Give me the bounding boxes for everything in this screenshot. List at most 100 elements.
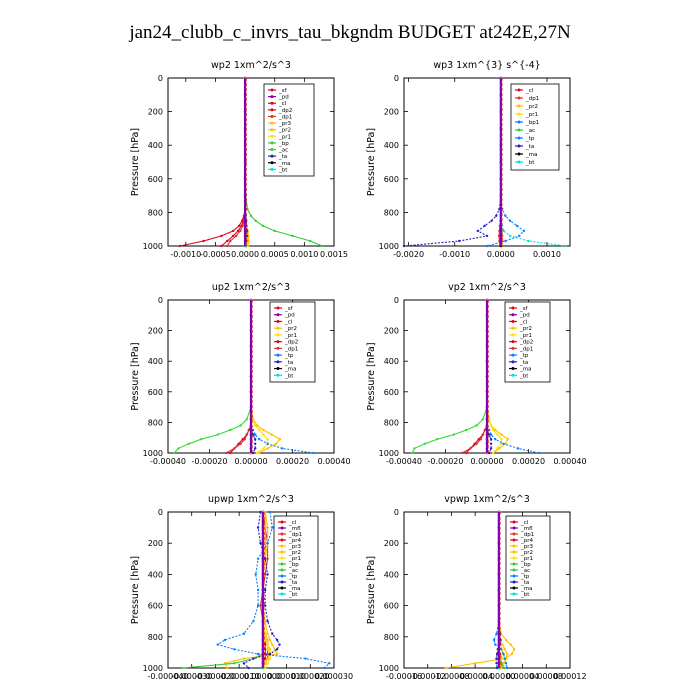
series-point: [229, 428, 232, 432]
legend-marker: [270, 134, 274, 138]
series-point: [226, 666, 229, 670]
y-tick-label: 1000: [379, 242, 399, 251]
series-point: [268, 652, 272, 656]
legend-marker: [276, 326, 280, 330]
series-point: [492, 638, 496, 642]
series-line: [173, 300, 252, 454]
series-point: [497, 234, 501, 238]
panel-title: vpwp 1xm^2/s^3: [444, 494, 530, 505]
y-tick-label: 200: [384, 327, 399, 336]
series-point: [200, 438, 203, 441]
series-point: [259, 542, 262, 545]
y-tick-label: 400: [148, 141, 163, 150]
series-point: [504, 638, 508, 642]
legend-marker: [512, 532, 516, 536]
series-line: [403, 78, 502, 247]
y-tick-label: 0: [158, 74, 163, 83]
legend-label: _cl: [520, 520, 529, 526]
series-point: [266, 557, 269, 560]
series-point: [268, 638, 272, 642]
legend-label: _mfl: [288, 526, 301, 532]
legend-marker: [280, 592, 284, 596]
series-point: [504, 214, 507, 217]
legend-marker: [517, 104, 521, 108]
series-point: [500, 648, 503, 651]
legend-label: _bt: [288, 592, 298, 598]
legend-marker: [512, 562, 516, 566]
series-point: [247, 666, 250, 670]
legend-marker: [276, 346, 280, 350]
series-point: [500, 438, 503, 441]
legend-label: _pr2: [284, 326, 297, 332]
series-point: [320, 244, 324, 248]
x-tick-label: -0.000010: [219, 672, 260, 681]
legend-marker: [517, 128, 521, 132]
legend-label: _sf: [284, 306, 294, 312]
y-tick-label: 0: [394, 296, 399, 305]
legend-marker: [512, 574, 516, 578]
series-point: [242, 662, 246, 665]
series-point: [268, 657, 272, 660]
series-point: [229, 239, 232, 243]
legend-marker: [511, 346, 515, 350]
legend-marker: [280, 544, 284, 548]
legend-label: _cl: [284, 319, 293, 325]
series-point: [490, 219, 493, 222]
legend-label: _ac: [520, 568, 530, 574]
series-point: [233, 648, 236, 651]
series-point: [226, 244, 229, 248]
x-tick-label: 0.00012: [553, 672, 586, 681]
legend-label: _mfl: [520, 526, 533, 532]
series-point: [495, 666, 499, 670]
y-tick-label: 600: [384, 175, 399, 184]
y-axis-label: Pressure [hPa]: [366, 342, 377, 410]
series-point: [259, 604, 262, 607]
legend-label: _cl: [288, 520, 297, 526]
legend-label: _ta: [525, 144, 534, 150]
series-point: [256, 557, 260, 560]
series-point: [402, 244, 406, 248]
legend-label: _ma: [288, 586, 300, 592]
x-tick-label: -0.00040: [386, 457, 422, 466]
series-point: [178, 244, 182, 248]
legend-marker: [511, 333, 515, 337]
series-point: [264, 620, 267, 623]
series-point: [444, 666, 447, 670]
legend-label: _dp2: [519, 340, 533, 346]
legend-label: _ma: [519, 367, 531, 373]
y-tick-label: 600: [384, 388, 399, 397]
legend-label: _cl: [525, 88, 534, 94]
legend-marker: [512, 586, 516, 590]
series-point: [220, 234, 223, 238]
series-point: [504, 239, 507, 243]
legend-label: _ta: [284, 360, 293, 366]
series-point: [500, 666, 503, 670]
legend-label: _dp1: [525, 96, 539, 102]
series-point: [235, 234, 238, 238]
series-point: [502, 229, 505, 233]
series-point: [264, 573, 267, 576]
x-tick-label: 0.00020: [276, 457, 309, 466]
y-axis-label: Pressure [hPa]: [366, 128, 377, 196]
x-tick-label: 0.0010: [290, 250, 318, 259]
x-tick-label: -0.00020: [428, 457, 464, 466]
series-point: [245, 418, 248, 421]
legend-marker: [511, 313, 515, 317]
series-point: [224, 451, 228, 455]
legend-marker: [512, 580, 516, 584]
legend-label: _pr1: [520, 556, 533, 562]
series-point: [254, 219, 257, 222]
series-point: [323, 666, 326, 670]
legend-label: _dp1: [519, 346, 533, 352]
panel-3: up2 1xm^2/s^3 Pressure [hPa] 0 200 400 600 800…: [130, 282, 351, 466]
y-tick-label: 0: [158, 508, 163, 517]
series-point: [291, 234, 294, 238]
series-point: [264, 648, 267, 651]
series-point: [266, 632, 269, 635]
x-tick-label: 0.000010: [267, 672, 305, 681]
legend-label: _tp: [520, 574, 530, 580]
legend-marker: [270, 121, 274, 125]
series-point: [264, 510, 267, 514]
x-tick-label: -0.00004: [457, 672, 493, 681]
legend-marker: [280, 586, 284, 590]
